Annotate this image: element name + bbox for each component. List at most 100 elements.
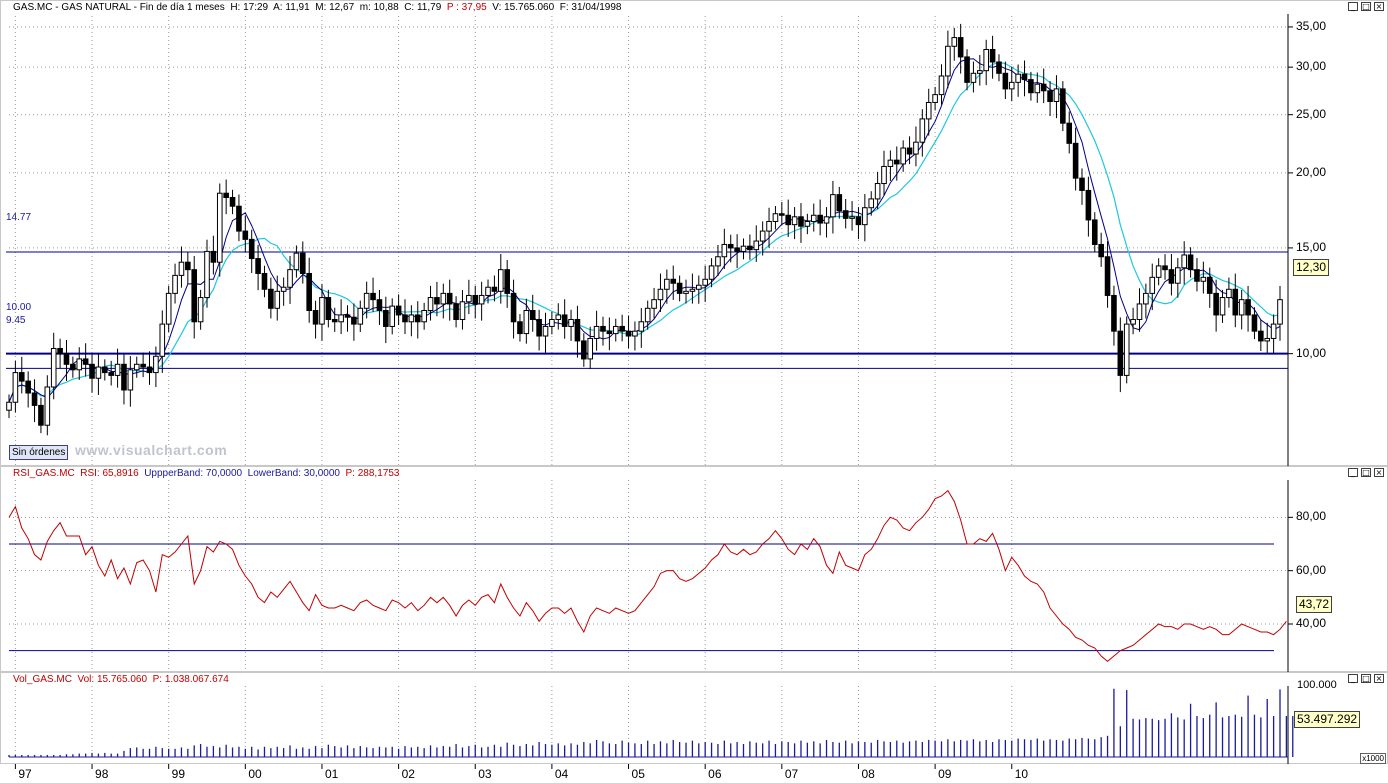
candle-body — [31, 392, 38, 406]
candle-body — [312, 309, 319, 325]
rsi-window-controls: _ □ × — [1348, 468, 1384, 479]
level-label-14-77: 14.77 — [6, 212, 32, 223]
candle-body — [268, 288, 274, 309]
candle-body — [1098, 243, 1104, 258]
candle-body — [466, 294, 472, 303]
candle-body — [446, 292, 453, 305]
maximize-icon[interactable]: □ — [1361, 2, 1371, 11]
candle-body — [664, 278, 670, 290]
candle-body — [683, 290, 689, 294]
candle-body — [497, 269, 504, 292]
candle-body — [1264, 337, 1271, 342]
candle-body — [191, 269, 198, 323]
candle-body — [383, 309, 389, 327]
candle-body — [1200, 276, 1207, 282]
candle-body — [1143, 292, 1149, 305]
time-axis-label: 07 — [784, 767, 799, 781]
candle-body — [408, 314, 415, 323]
orders-button[interactable]: Sin órdenes — [9, 445, 69, 460]
rsi-p-value: 288,1753 — [357, 468, 400, 479]
candle-body — [1245, 299, 1251, 316]
rsi-panel[interactable]: RSI_GAS.MC RSI: 65,8916 UppperBand: 70,0… — [0, 466, 1388, 672]
candle-body — [140, 363, 146, 368]
volume-panel[interactable]: Vol_GAS.MC Vol: 15.765.060 P: 1.038.067.… — [0, 672, 1388, 764]
candle-body — [644, 307, 651, 323]
candle-body — [593, 325, 600, 339]
candle-body — [344, 314, 351, 318]
candle-body — [1251, 314, 1258, 332]
candle-body — [708, 265, 715, 280]
candle-body — [472, 294, 479, 305]
high-value: 12,67 — [329, 2, 355, 13]
price-axis-label: 10,00 — [1296, 345, 1327, 360]
candle-body — [299, 252, 306, 274]
candle-body — [619, 325, 625, 332]
minimize-icon[interactable]: _ — [1348, 674, 1358, 683]
candle-body — [791, 216, 798, 226]
volume-multiplier: x1000 — [1360, 753, 1386, 764]
close-icon[interactable]: × — [1374, 468, 1384, 477]
rsi-axis-label: 60,00 — [1296, 562, 1327, 577]
candle-body — [402, 314, 408, 323]
candle-body — [1181, 254, 1187, 269]
maximize-icon[interactable]: □ — [1361, 468, 1371, 477]
candle-body — [517, 321, 523, 335]
candle-body — [108, 372, 114, 376]
candle-body — [1149, 276, 1156, 294]
candle-body — [223, 192, 229, 198]
candle-body — [970, 72, 977, 83]
candle-body — [510, 292, 517, 323]
candle-body — [753, 240, 760, 251]
price-value: 37,95 — [461, 2, 487, 13]
candle-body — [568, 318, 574, 327]
candle-body — [881, 165, 887, 185]
date-value: 31/04/1998 — [571, 2, 622, 13]
candle-body — [1002, 72, 1009, 90]
candle-body — [612, 325, 619, 335]
candle-body — [434, 297, 440, 305]
candle-body — [657, 288, 664, 301]
candle-body — [159, 323, 166, 357]
candle-body — [574, 318, 581, 342]
candle-body — [823, 216, 830, 224]
candle-body — [504, 269, 510, 294]
candle-body — [1206, 276, 1213, 294]
candle-body — [977, 70, 983, 74]
rsi-lower-band: 30,0000 — [303, 468, 340, 479]
maximize-icon[interactable]: □ — [1361, 674, 1371, 683]
candle-body — [248, 238, 255, 260]
minimize-icon[interactable]: _ — [1348, 468, 1358, 477]
candle-body — [951, 37, 958, 47]
candle-body — [932, 94, 938, 103]
candle-body — [44, 386, 51, 426]
candle-body — [146, 366, 153, 374]
time-axis-label: 06 — [708, 767, 722, 781]
candle-body — [261, 272, 268, 290]
price-panel[interactable]: GAS.MC - GAS NATURAL - Fin de día 1 mese… — [0, 0, 1388, 466]
candle-body — [255, 258, 261, 274]
rsi-name: RSI_GAS.MC — [13, 468, 75, 479]
candle-body — [1130, 318, 1136, 325]
time-axis: 97 98 99 00 01 02 03 04 05 06 07 08 09 10 — [0, 764, 1388, 783]
candle-body — [95, 366, 102, 379]
candle-body — [1040, 83, 1047, 92]
candle-body — [1162, 265, 1168, 271]
candle-body — [906, 147, 913, 155]
candle-body — [785, 214, 792, 226]
time-axis-label: 99 — [171, 767, 186, 781]
candle-body — [6, 401, 12, 411]
candle-body — [676, 282, 683, 294]
volume-window-controls: _ □ × — [1348, 674, 1384, 685]
close-icon[interactable]: × — [1374, 2, 1384, 11]
time-axis-label: 97 — [18, 767, 32, 781]
moving-average-slow-line — [8, 61, 1281, 403]
time-axis-label: 05 — [631, 767, 645, 781]
candle-body — [549, 318, 555, 327]
price-axis-label: 15,00 — [1296, 239, 1327, 254]
candle-body — [38, 404, 44, 426]
minimize-icon[interactable]: _ — [1348, 2, 1358, 11]
candle-body — [695, 284, 702, 290]
time-axis-label: 08 — [861, 767, 875, 781]
close-icon[interactable]: × — [1374, 674, 1384, 683]
